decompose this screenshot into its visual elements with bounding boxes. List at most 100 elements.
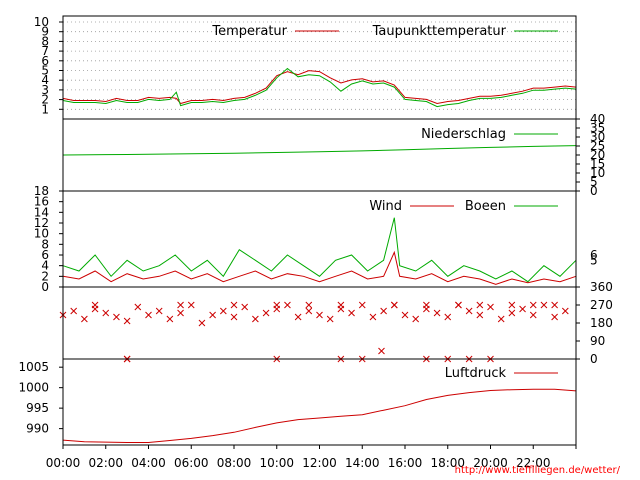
wind-direction-point xyxy=(401,311,409,319)
wind-direction-point xyxy=(476,301,484,309)
wind-y-tick-label: 14 xyxy=(34,205,49,219)
wind-direction-point xyxy=(219,307,227,315)
wind-direction-point xyxy=(326,315,334,323)
wind-y-tick-label: 0 xyxy=(41,280,49,294)
wind-direction-point xyxy=(444,313,452,321)
precipitation-y-tick-label: 30 xyxy=(590,130,605,144)
footer-url: http://www.tiefflliegen.de/wetter/ xyxy=(455,465,621,476)
wind-direction-point xyxy=(433,309,441,317)
precipitation-y-tick-label: 20 xyxy=(590,148,605,162)
precipitation-y-tick-label: 5 xyxy=(590,175,598,189)
wind-direction-point xyxy=(423,301,430,309)
pressure-y-tick-label: 1005 xyxy=(18,360,49,374)
pressure-y-tick-label: 995 xyxy=(26,401,49,415)
temperature-y-tick-label: 1 xyxy=(41,102,49,116)
wind-direction-point xyxy=(551,313,558,321)
x-tick-label: 16:00 xyxy=(388,456,423,470)
x-tick-label: 20:00 xyxy=(473,456,508,470)
wind-direction-point xyxy=(305,301,313,309)
pressure-y-tick-label: 990 xyxy=(26,422,49,436)
x-tick-label: 06:00 xyxy=(174,456,209,470)
wind-legend-label: Wind xyxy=(369,199,402,214)
wind-direction-point xyxy=(561,307,569,315)
temperature-y-tick-label: 4 xyxy=(41,73,49,87)
frame-layer xyxy=(59,15,580,449)
wind-direction-y-tick-label: 360 xyxy=(590,280,613,294)
wind-legend-label: Boeen xyxy=(465,199,506,214)
precipitation-y-tick-label: 10 xyxy=(590,166,605,180)
wind-y-tick-label: 12 xyxy=(34,216,49,230)
x-tick-label: 14:00 xyxy=(345,456,380,470)
wind-direction-point xyxy=(540,301,548,309)
wind-direction-point xyxy=(252,315,259,323)
wind-direction-point xyxy=(145,311,152,319)
wind-direction-frame xyxy=(62,286,577,360)
pressure-legend-label: Luftdruck xyxy=(445,366,507,381)
wind-direction-point xyxy=(465,307,473,315)
temperature-series-taupunkttemperatur xyxy=(62,67,577,108)
wind-direction-point xyxy=(230,301,238,309)
wind-y-tick-label: 6 xyxy=(41,248,49,262)
wind-direction-point xyxy=(476,311,484,319)
wind-direction-point xyxy=(519,305,526,313)
x-tick-label: 04:00 xyxy=(131,456,166,470)
wind-series-boeen xyxy=(62,217,577,283)
pressure-y-tick-label: 1000 xyxy=(18,381,49,395)
wind-direction-point xyxy=(284,301,291,309)
temperature-legend-label: Taupunkttemperatur xyxy=(372,24,507,39)
wind-direction-point xyxy=(230,313,238,321)
x-tick-label: 22:00 xyxy=(516,456,551,470)
wind-right-tick-label: 5 xyxy=(590,253,598,267)
temperature-y-tick-label: 8 xyxy=(41,34,49,48)
x-tick-label: 10:00 xyxy=(259,456,294,470)
wind-direction-y-tick-label: 180 xyxy=(590,316,613,330)
wind-direction-point xyxy=(348,309,355,317)
precipitation-y-tick-label: 35 xyxy=(590,121,605,135)
wind-y-tick-label: 10 xyxy=(34,227,49,241)
pressure-series-luftdruck xyxy=(62,388,577,443)
wind-direction-point xyxy=(508,309,516,317)
wind-series-wind xyxy=(62,250,577,285)
wind-direction-point xyxy=(166,315,174,323)
wind-direction-point xyxy=(369,313,377,321)
x-tick-label: 18:00 xyxy=(430,456,465,470)
wind-direction-point xyxy=(390,301,398,309)
temperature-y-tick-label: 5 xyxy=(41,64,49,78)
wind-direction-point xyxy=(91,301,99,309)
wind-direction-point xyxy=(113,313,120,321)
temperature-series-temperatur xyxy=(62,70,577,105)
precipitation-y-tick-label: 15 xyxy=(590,157,605,171)
x-tick-label: 02:00 xyxy=(88,456,123,470)
wind-direction-point xyxy=(102,309,110,317)
wind-y-tick-label: 8 xyxy=(41,237,49,251)
wind-direction-point xyxy=(508,301,516,309)
wind-direction-point xyxy=(262,309,270,317)
wind-direction-point xyxy=(316,311,323,319)
wind-direction-point xyxy=(380,307,387,315)
temperature-legend-label: Temperatur xyxy=(211,24,287,39)
wind-direction-point xyxy=(155,307,163,315)
wind-direction-point xyxy=(187,301,195,309)
wind-direction-point xyxy=(134,303,142,311)
grid-layer xyxy=(63,21,576,110)
precipitation-y-tick-label: 40 xyxy=(590,112,605,126)
wind-direction-point xyxy=(529,301,537,309)
precipitation-series-niederschlag xyxy=(62,145,577,156)
wind-direction-point xyxy=(551,301,558,309)
precipitation-y-tick-label: 25 xyxy=(590,139,605,153)
wind-y-tick-label: 4 xyxy=(41,259,49,273)
wind-direction-point xyxy=(273,301,281,309)
temperature-y-tick-label: 3 xyxy=(41,83,49,97)
x-tick-label: 08:00 xyxy=(217,456,252,470)
wind-direction-point xyxy=(378,347,385,355)
wind-direction-point xyxy=(455,301,462,309)
wind-direction-y-tick-label: 90 xyxy=(590,334,605,348)
wind-right-tick-label: 6 xyxy=(590,248,598,262)
wind-direction-point xyxy=(337,301,345,309)
wind-direction-point xyxy=(123,317,131,325)
temperature-y-tick-label: 7 xyxy=(41,44,49,58)
wind-direction-point xyxy=(209,311,216,319)
wind-direction-point xyxy=(198,319,206,327)
wind-direction-point xyxy=(81,315,88,323)
